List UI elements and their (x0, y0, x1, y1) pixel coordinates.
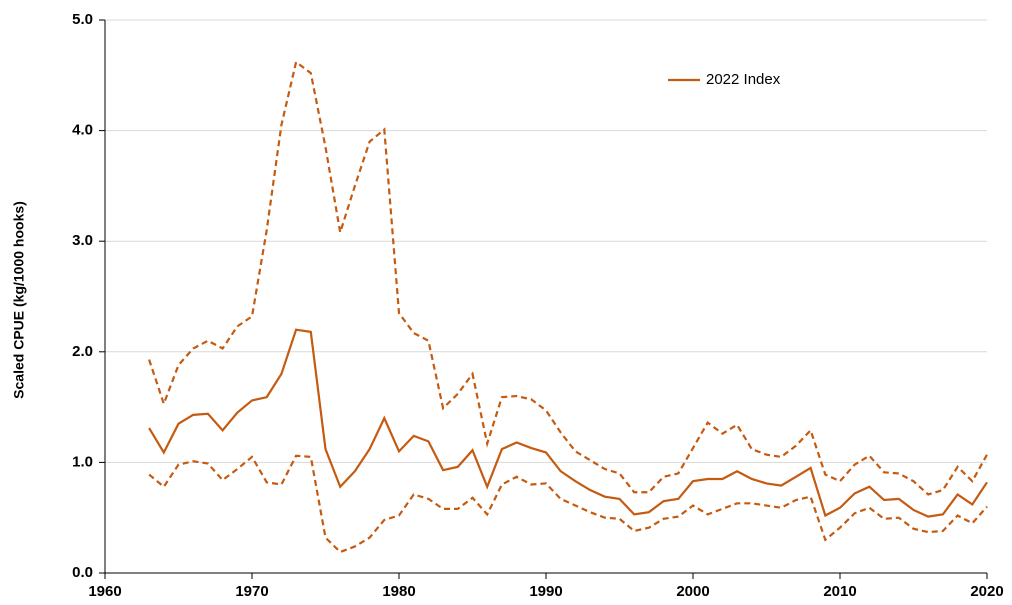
y-tick-label: 2.0 (72, 343, 93, 360)
x-tick-label: 2000 (676, 583, 709, 600)
series-line (148, 328, 988, 518)
legend-label: 2022 Index (706, 71, 781, 88)
y-axis-label: Scaled CPUE (kg/1000 hooks) (11, 201, 27, 399)
y-tick-label: 1.0 (72, 453, 93, 470)
x-tick-label: 1960 (88, 583, 121, 600)
y-tick-label: 4.0 (72, 122, 93, 139)
y-tick-label: 5.0 (72, 11, 93, 28)
x-tick-label: 2020 (970, 583, 1003, 600)
x-tick-label: 1990 (529, 583, 562, 600)
series-line (148, 60, 988, 496)
y-tick-label: 3.0 (72, 232, 93, 249)
x-tick-label: 2010 (823, 583, 856, 600)
y-tick-label: 0.0 (72, 564, 93, 581)
series-line (148, 454, 988, 554)
x-tick-label: 1970 (235, 583, 268, 600)
x-tick-label: 1980 (382, 583, 415, 600)
